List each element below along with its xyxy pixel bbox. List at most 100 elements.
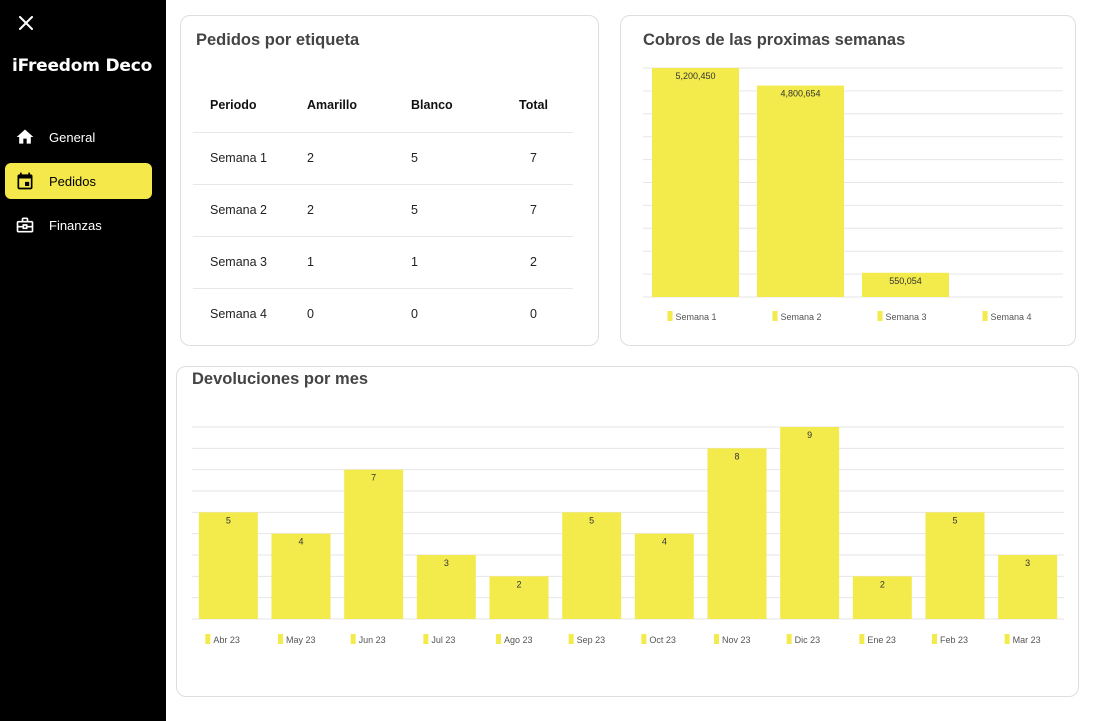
category-label: Abr 23 [213,635,240,645]
legend-swatch [423,634,429,644]
table-row: Semana 4 0 0 0 [193,288,573,340]
category-label: May 23 [286,635,316,645]
data-label: 4 [662,537,667,547]
data-label: 9 [807,430,812,440]
data-label: 2 [880,579,885,589]
data-label: 550,054 [889,276,922,286]
table-cell: Semana 3 [193,236,290,289]
bar [634,533,694,619]
legend-swatch [932,634,937,644]
table-cell: 0 [411,307,418,322]
category-label: Semana 2 [781,312,822,322]
category-label: Oct 23 [649,635,676,645]
orders-table: Periodo Amarillo Blanco Total Semana 1 2… [193,78,573,340]
legend-swatch [568,634,574,644]
table-cell: 7 [494,184,573,237]
legend-swatch [859,634,865,644]
category-label: Dic 23 [795,635,821,645]
sidebar-item-label: General [49,129,96,145]
close-icon [19,16,33,30]
sidebar-item-label: Pedidos [49,173,96,189]
category-label: Feb 23 [940,635,968,645]
table-cell: Semana 2 [193,184,290,237]
data-label: 8 [734,451,739,461]
data-label: 5 [952,515,957,525]
category-label: Jul 23 [431,635,455,645]
data-label: 4,800,654 [780,89,820,99]
category-label: Ene 23 [867,635,896,645]
calendar-icon [15,171,35,191]
returns-chart-card: Devoluciones por mes 5 Abr 23 4 May 23 7 Jun … [176,366,1079,697]
category-label: Jun 23 [359,635,386,645]
data-label: 3 [444,558,449,568]
home-icon [15,127,35,147]
bar [416,555,476,619]
category-label: Semana 1 [676,312,717,322]
sidebar: iFreedom Deco General Pedidos Finanzas [0,0,166,721]
briefcase-icon [15,215,35,235]
bar [925,512,985,619]
bar [862,272,949,297]
data-label: 5,200,450 [675,71,715,81]
table-cell: 5 [394,132,494,185]
card-title: Cobros de las proximas semanas [643,31,906,49]
bar [562,512,622,619]
bar [780,427,840,619]
column-header: Amarillo [290,78,394,133]
returns-bar-chart: 5 Abr 23 4 May 23 7 Jun 23 3 Jul 23 2 Ago 23 5 Sep … [192,426,1064,645]
legend-swatch [1004,634,1010,644]
table-row: Semana 3 1 1 2 [193,236,573,289]
category-label: Sep 23 [577,635,606,645]
legend-swatch [714,634,719,644]
bar [852,576,912,619]
bar [344,469,404,619]
close-button[interactable] [15,12,37,34]
bar [489,576,549,619]
sidebar-item-pedidos[interactable]: Pedidos [5,163,152,199]
column-header: Total [494,78,573,133]
sidebar-item-finanzas[interactable]: Finanzas [5,207,152,243]
data-label: 3 [1025,558,1030,568]
table-cell: 5 [394,184,494,237]
category-label: Nov 23 [722,635,751,645]
table-cell: 2 [290,132,394,185]
category-label: Semana 4 [991,312,1032,322]
legend-swatch [786,634,792,644]
orders-by-label-card: Pedidos por etiqueta Periodo Amarillo Bl… [180,15,599,346]
table-cell: 1 [290,236,394,289]
category-label: Semana 3 [886,312,927,322]
table-cell: 1 [394,236,494,289]
bar [707,448,767,619]
collections-bar-chart: 5,200,450 Semana 1 4,800,654 Semana 2 550,05… [643,67,1063,322]
column-header: Periodo [193,78,290,133]
category-label: Mar 23 [1013,635,1041,645]
bar [652,68,739,297]
data-label: 4 [298,537,303,547]
bar [271,533,331,619]
table-cell: Semana 4 [210,307,267,322]
table-cell: 0 [530,307,537,322]
legend-swatch [350,634,356,644]
table-row: Semana 1 2 5 7 [193,132,573,185]
legend-swatch [641,634,647,644]
bar [757,85,844,297]
bar [998,555,1058,619]
card-title: Devoluciones por mes [192,370,369,388]
data-label: 5 [226,515,231,525]
data-label: 5 [589,515,594,525]
table-cell: 2 [290,184,394,237]
category-label: Ago 23 [504,635,533,645]
table-cell: 0 [307,307,314,322]
column-header: Blanco [394,78,494,133]
table-cell: 2 [494,236,573,289]
legend-swatch [877,311,883,321]
legend-swatch [278,634,283,644]
table-cell: Semana 1 [193,132,290,185]
table-cell: 7 [494,132,573,185]
sidebar-item-label: Finanzas [49,217,102,233]
legend-swatch [496,634,501,644]
sidebar-item-general[interactable]: General [5,119,152,155]
data-label: 2 [516,579,521,589]
legend-swatch [667,311,673,321]
table-row: Semana 2 2 5 7 [193,184,573,237]
